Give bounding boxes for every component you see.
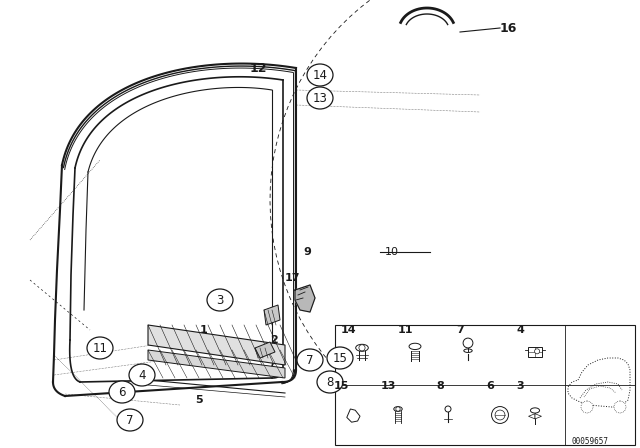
Text: 10: 10 bbox=[385, 247, 399, 257]
Ellipse shape bbox=[207, 289, 233, 311]
Text: 9: 9 bbox=[303, 247, 311, 257]
Ellipse shape bbox=[117, 409, 143, 431]
Text: 11: 11 bbox=[93, 341, 108, 354]
Text: 13: 13 bbox=[380, 381, 396, 391]
Polygon shape bbox=[255, 342, 275, 358]
Ellipse shape bbox=[109, 381, 135, 403]
Ellipse shape bbox=[317, 371, 343, 393]
Text: 7: 7 bbox=[456, 325, 464, 335]
Text: 15: 15 bbox=[333, 381, 349, 391]
Text: 4: 4 bbox=[138, 369, 146, 382]
Polygon shape bbox=[347, 409, 360, 422]
Text: 7: 7 bbox=[307, 353, 314, 366]
Circle shape bbox=[581, 401, 593, 413]
Polygon shape bbox=[529, 414, 535, 419]
Text: 3: 3 bbox=[516, 381, 524, 391]
Text: 5: 5 bbox=[195, 395, 203, 405]
Text: 17: 17 bbox=[285, 273, 301, 283]
Polygon shape bbox=[295, 285, 315, 312]
Ellipse shape bbox=[356, 345, 368, 351]
Ellipse shape bbox=[531, 408, 540, 413]
Circle shape bbox=[396, 407, 400, 411]
Circle shape bbox=[495, 410, 505, 420]
Ellipse shape bbox=[409, 343, 421, 349]
Ellipse shape bbox=[297, 349, 323, 371]
Circle shape bbox=[614, 401, 626, 413]
Text: 4: 4 bbox=[516, 325, 524, 335]
Ellipse shape bbox=[307, 64, 333, 86]
Text: 12: 12 bbox=[250, 61, 268, 74]
Polygon shape bbox=[148, 350, 285, 378]
Text: 1: 1 bbox=[200, 325, 208, 335]
Ellipse shape bbox=[327, 347, 353, 369]
Ellipse shape bbox=[394, 407, 402, 411]
Text: 13: 13 bbox=[312, 91, 328, 104]
Text: 3: 3 bbox=[216, 293, 224, 306]
Polygon shape bbox=[264, 305, 280, 325]
Circle shape bbox=[534, 349, 540, 354]
Bar bbox=[335, 325, 635, 445]
Circle shape bbox=[492, 406, 508, 423]
Text: 7: 7 bbox=[126, 414, 134, 426]
Text: 2: 2 bbox=[270, 335, 278, 345]
Text: 8: 8 bbox=[326, 375, 333, 388]
Ellipse shape bbox=[464, 349, 472, 353]
Ellipse shape bbox=[129, 364, 155, 386]
Circle shape bbox=[359, 345, 365, 351]
Ellipse shape bbox=[307, 87, 333, 109]
Text: 14: 14 bbox=[312, 69, 328, 82]
Text: 11: 11 bbox=[397, 325, 413, 335]
Text: 16: 16 bbox=[500, 22, 517, 34]
Text: 8: 8 bbox=[436, 381, 444, 391]
Polygon shape bbox=[148, 325, 285, 365]
Text: 6: 6 bbox=[118, 385, 125, 399]
Bar bbox=[528, 347, 542, 357]
Ellipse shape bbox=[87, 337, 113, 359]
Text: 15: 15 bbox=[333, 352, 348, 365]
Text: 14: 14 bbox=[340, 325, 356, 335]
Circle shape bbox=[463, 338, 473, 348]
Text: 00059657: 00059657 bbox=[572, 436, 609, 445]
Polygon shape bbox=[535, 414, 541, 419]
Text: 6: 6 bbox=[486, 381, 494, 391]
Circle shape bbox=[445, 406, 451, 412]
